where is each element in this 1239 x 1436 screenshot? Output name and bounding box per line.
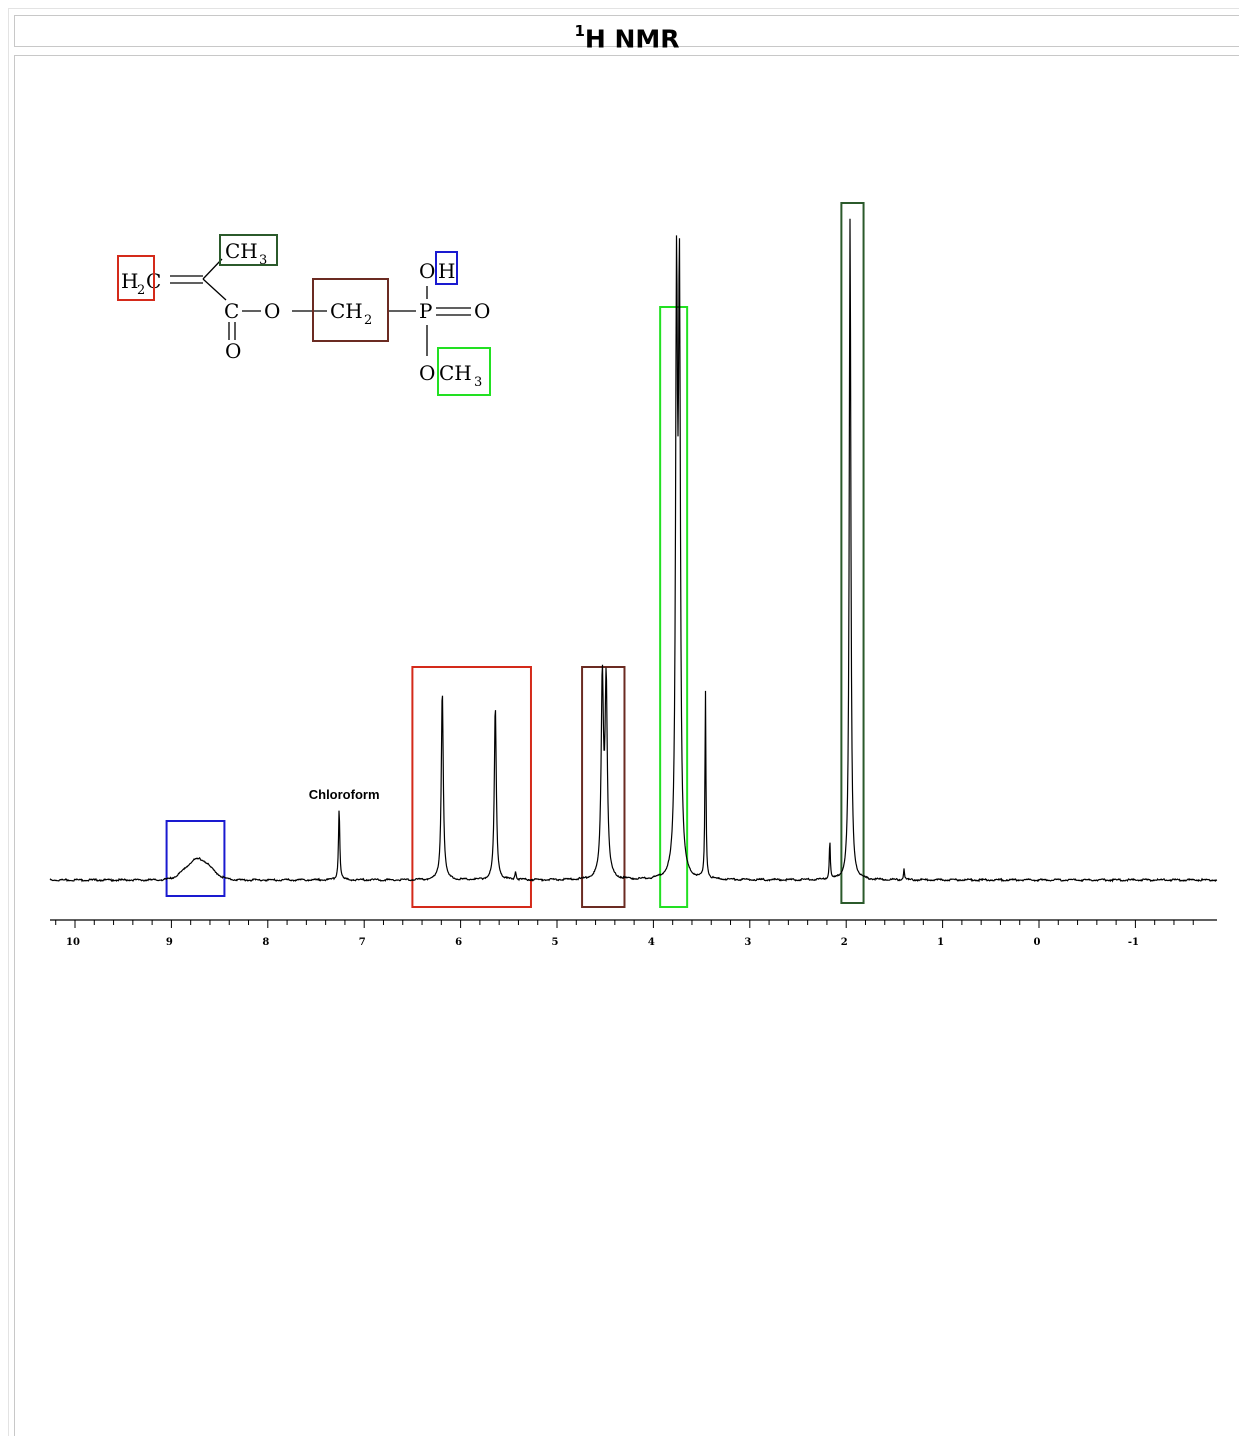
highlight-regions [165, 202, 865, 908]
mol-box-oh [435, 251, 458, 285]
mol-oh-h: H [438, 259, 455, 283]
spectrum-panel [14, 55, 1239, 1436]
molecule-structure: H 2 C CH 3 C O O CH 2 P [117, 234, 491, 396]
x-tick-label: 10 [66, 937, 80, 948]
mol-phosphorus: P [419, 299, 432, 323]
frame-top-line [8, 8, 1239, 9]
mol-box-h2c [117, 255, 155, 301]
page-title: 1H NMR [15, 16, 1239, 53]
mol-ester-o: O [264, 299, 280, 323]
mol-och3-o: O [419, 361, 435, 385]
x-axis: 10 9 8 7 6 5 4 3 2 1 0 -1 [50, 919, 1217, 948]
x-tick-label: 1 [937, 937, 944, 948]
spectrum-trace [49, 218, 1218, 883]
title-bar: 1H NMR [14, 15, 1239, 53]
x-tick-label: 8 [262, 937, 269, 948]
region-box-och3 [659, 306, 689, 908]
mol-bond-carbonyl [202, 278, 227, 301]
mol-po-o: O [474, 299, 490, 323]
x-tick-label: -1 [1128, 937, 1139, 948]
annotation-label: Chloroform [309, 787, 380, 802]
region-box-h2c [411, 666, 532, 908]
title-text: H NMR [584, 24, 680, 54]
frame-left-line [8, 8, 9, 1436]
annotations: Chloroform [309, 787, 380, 802]
mol-box-ch3 [219, 234, 278, 266]
x-tick-label: 2 [841, 937, 848, 948]
x-tick-label: 4 [648, 937, 655, 948]
mol-carbonyl-o: O [225, 339, 241, 363]
x-tick-label: 9 [166, 937, 173, 948]
mol-ch3-top-sub: 3 [259, 253, 267, 268]
mol-ch2-sub: 2 [364, 313, 372, 328]
mol-bond-ch3 [202, 258, 223, 280]
mol-och3-ch: CH [439, 361, 472, 385]
mol-och3-sub: 3 [474, 375, 482, 390]
x-tick-label: 6 [455, 937, 462, 948]
x-tick-label: 5 [552, 937, 559, 948]
mol-h2c-sub: 2 [137, 283, 145, 298]
title-superscript: 1 [574, 22, 585, 40]
mol-box-och3 [437, 347, 491, 396]
mol-oh-o: O [419, 259, 435, 283]
mol-ch2: CH [330, 299, 363, 323]
x-tick-label: 7 [359, 937, 366, 948]
region-box-ch2 [581, 666, 626, 908]
region-box-oh [165, 820, 226, 897]
region-box-ch3 [840, 202, 865, 904]
x-tick-label: 3 [744, 937, 751, 948]
mol-ch3-top: CH [225, 239, 258, 263]
x-tick-label: 0 [1034, 937, 1041, 948]
mol-box-ch2 [312, 278, 389, 342]
mol-carbonyl-c: C [224, 299, 239, 323]
mol-h2c-h: H [121, 269, 138, 293]
